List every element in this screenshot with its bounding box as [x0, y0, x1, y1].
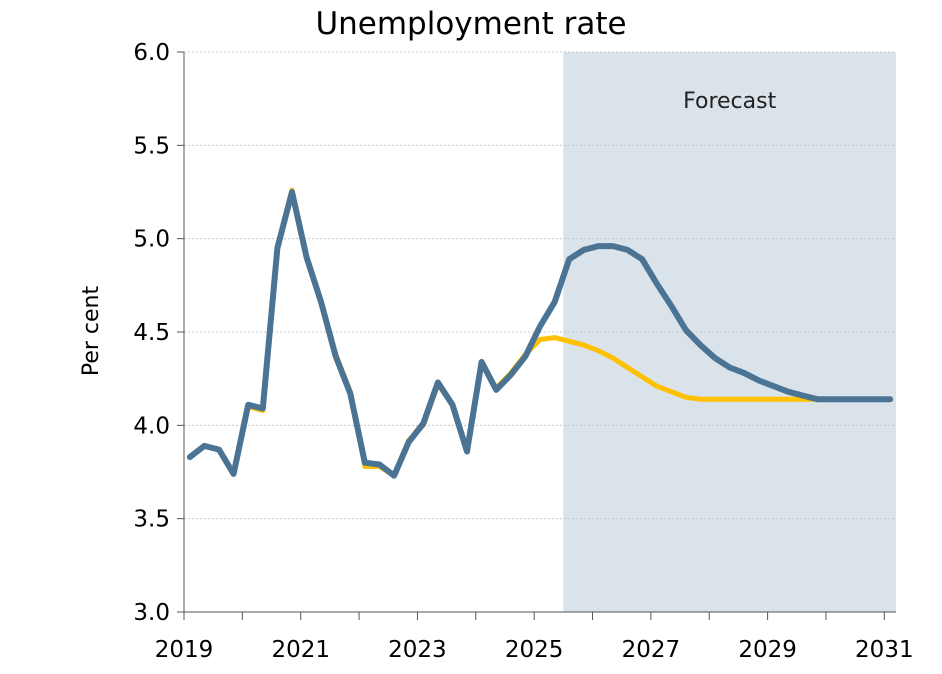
- series-line-2: [186, 189, 894, 479]
- y-tick-label: 4.5: [133, 320, 170, 346]
- y-tick-label: 3.0: [133, 600, 170, 626]
- y-tick-label: 6.0: [133, 40, 170, 66]
- x-tick-label: 2019: [155, 637, 214, 663]
- y-tick-label: 4.0: [133, 413, 170, 439]
- x-tick-label: 2021: [271, 637, 330, 663]
- axes: [177, 51, 896, 620]
- x-tick-label: 2023: [388, 637, 447, 663]
- x-tick-label: 2027: [622, 637, 681, 663]
- y-tick-label: 5.0: [133, 227, 170, 253]
- grid-lines: [184, 51, 896, 520]
- y-tick-label: 3.5: [133, 507, 170, 533]
- x-tick-labels: 2019 2021 2023 2025 2027 2029 2031: [155, 637, 914, 663]
- x-tick-label: 2031: [855, 637, 914, 663]
- x-tick-label: 2029: [738, 637, 797, 663]
- forecast-label: Forecast: [683, 89, 776, 114]
- chart-title: Unemployment rate: [315, 6, 627, 42]
- y-tick-label: 5.5: [133, 133, 170, 159]
- x-tick-label: 2025: [505, 637, 564, 663]
- series-lines: [186, 187, 894, 479]
- y-axis-label: Per cent: [79, 286, 104, 377]
- y-tick-labels: 3.0 3.5 4.0 4.5 5.0 5.5 6.0: [133, 40, 170, 626]
